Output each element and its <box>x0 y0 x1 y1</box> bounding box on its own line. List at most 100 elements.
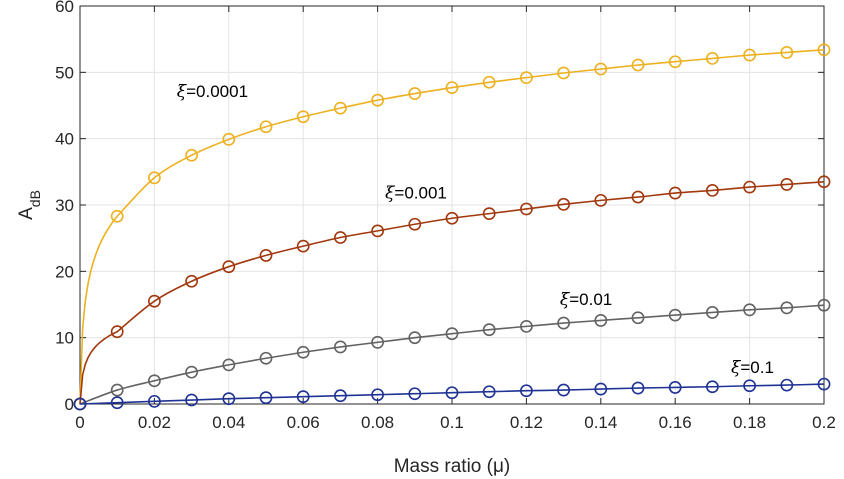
data-point <box>780 378 794 392</box>
y-tick-label: 50 <box>55 63 74 82</box>
y-tick-label: 30 <box>55 196 74 215</box>
data-point <box>817 377 831 391</box>
x-tick-label: 0.06 <box>287 413 320 432</box>
data-point <box>817 298 831 312</box>
data-point <box>780 301 794 315</box>
data-point <box>631 381 645 395</box>
data-point <box>631 190 645 204</box>
data-point <box>817 43 831 57</box>
data-point <box>668 381 682 394</box>
x-tick-label: 0.12 <box>510 413 543 432</box>
x-tick-label: 0 <box>75 413 84 432</box>
axes: 0 0.02 0.04 0.06 0.08 0.1 0.12 0.14 0.16 0.18 0.2 0… <box>55 0 836 432</box>
x-tick-label: 0.04 <box>212 413 245 432</box>
data-point <box>185 148 198 162</box>
y-tick-label: 60 <box>55 0 74 16</box>
data-point <box>110 383 124 397</box>
series-2 <box>73 298 831 411</box>
x-axis-title: Mass ratio (μ) <box>394 456 511 477</box>
x-tick-label: 0.16 <box>659 413 692 432</box>
data-point <box>259 351 273 365</box>
data-point <box>817 175 831 189</box>
data-point <box>408 331 422 345</box>
grid <box>79 5 825 405</box>
y-axis-title: AdB <box>16 190 43 220</box>
x-tick-label: 0.02 <box>138 413 171 432</box>
data-point <box>222 392 236 406</box>
y-tick-label: 40 <box>55 130 74 149</box>
data-point <box>259 249 273 262</box>
data-point <box>296 345 310 359</box>
data-point <box>333 231 347 244</box>
curve-label: ξ=0.0001 <box>177 82 248 102</box>
series-3 <box>73 377 831 411</box>
data-point <box>110 209 124 223</box>
y-tick-label: 10 <box>55 329 74 348</box>
data-point <box>706 52 719 65</box>
data-point <box>668 308 682 322</box>
series-1 <box>73 175 831 411</box>
curve-label: ξ=0.001 <box>385 183 447 203</box>
series-line <box>79 304 825 405</box>
data-point <box>482 75 496 89</box>
data-point <box>296 390 310 404</box>
data-point <box>259 391 273 405</box>
data-point <box>668 55 682 69</box>
data-point <box>147 294 161 308</box>
data-point <box>408 87 422 100</box>
x-tick-label: 0.18 <box>733 413 766 432</box>
data-point <box>185 274 198 288</box>
data-point <box>445 211 459 225</box>
data-point <box>147 374 161 388</box>
y-tick-label: 20 <box>55 262 74 281</box>
data-point <box>445 386 459 400</box>
data-point <box>557 383 570 397</box>
data-point <box>743 379 756 393</box>
curve-label-value: =0.001 <box>394 183 446 202</box>
data-point <box>706 184 719 197</box>
data-point <box>520 202 533 216</box>
curve-label-value: =0.0001 <box>186 82 248 101</box>
data-point <box>371 224 384 238</box>
data-point <box>371 388 384 402</box>
data-point <box>408 217 422 231</box>
data-point <box>110 396 124 410</box>
data-point <box>482 385 496 399</box>
data-point <box>520 71 533 85</box>
data-point <box>147 171 161 185</box>
data-point <box>594 314 608 327</box>
data-point <box>482 323 496 337</box>
y-axis-title-subscript: dB <box>27 190 43 207</box>
curve-label-value: =0.01 <box>569 290 612 309</box>
data-point <box>631 58 645 72</box>
data-point <box>743 303 756 317</box>
y-axis-title-main: A <box>16 207 37 220</box>
x-tick-label: 0.08 <box>361 413 394 432</box>
data-point <box>520 384 533 398</box>
data-point <box>743 48 756 62</box>
series-group <box>73 43 831 411</box>
data-point <box>222 132 236 146</box>
curve-label: ξ=0.1 <box>731 358 774 378</box>
data-point <box>408 387 422 401</box>
data-point <box>185 393 198 407</box>
x-tick-label: 0.14 <box>584 413 617 432</box>
xi-symbol: ξ <box>385 183 396 203</box>
series-line <box>79 383 825 405</box>
data-point <box>222 260 236 274</box>
xi-symbol: ξ <box>731 358 742 378</box>
xi-symbol: ξ <box>177 82 188 102</box>
data-point <box>594 193 608 207</box>
data-point <box>147 394 161 408</box>
series-line <box>79 180 825 405</box>
data-point <box>631 311 645 325</box>
data-point <box>557 316 570 330</box>
curve-label: ξ=0.01 <box>560 290 612 310</box>
data-point <box>296 110 310 124</box>
x-tick-label: 0.1 <box>440 413 464 432</box>
data-point <box>445 327 459 341</box>
data-point <box>780 178 794 191</box>
y-tick-label: 0 <box>65 395 74 414</box>
data-point <box>110 325 124 339</box>
